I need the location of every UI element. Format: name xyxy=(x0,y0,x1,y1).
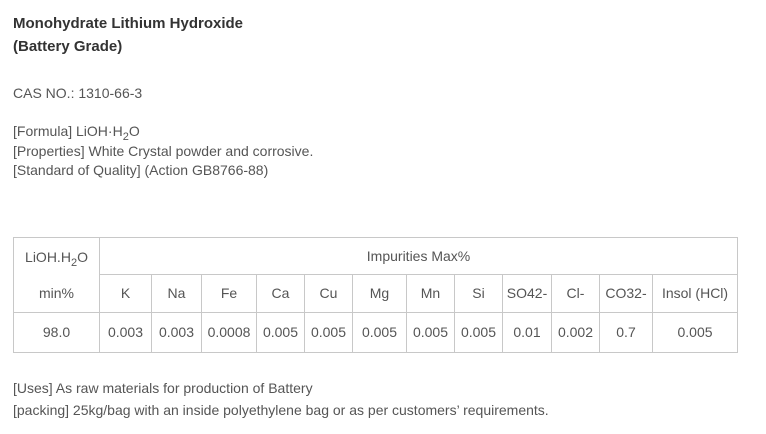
cell-mn: 0.005 xyxy=(406,311,455,353)
spec-table: LiOH.H2O min% Impurities Max% K Na Fe Ca… xyxy=(13,236,739,353)
formula-text-end: O xyxy=(128,123,140,139)
main-header-subscript: 2 xyxy=(70,256,78,269)
cell-fe: 0.0008 xyxy=(201,311,257,353)
formula-subscript: 2 xyxy=(122,130,129,143)
col-header-na: Na xyxy=(151,273,202,313)
uses-line: [Uses] As raw materials for production o… xyxy=(13,379,313,396)
packing-line: [packing] 25kg/bag with an inside polyet… xyxy=(13,402,549,418)
spec-lines: [Formula] LiOH·H2O [Properties] White Cr… xyxy=(13,122,752,181)
cell-k: 0.003 xyxy=(99,311,152,353)
table-header-main: LiOH.H2O min% xyxy=(13,236,100,313)
col-header-ca: Ca xyxy=(256,273,305,313)
table-header-row-1: LiOH.H2O min% Impurities Max% xyxy=(13,236,739,313)
col-header-insol: Insol (HCl) xyxy=(651,273,739,313)
standard-line: [Standard of Quality] (Action GB8766-88) xyxy=(13,162,269,178)
col-header-co3: CO32- xyxy=(599,273,653,313)
table-header-impurities: Impurities Max% xyxy=(98,236,739,275)
cell-so4: 0.01 xyxy=(502,311,552,353)
formula-line: [Formula] LiOH·H2O xyxy=(13,122,752,142)
formula-text: [Formula] LiOH·H xyxy=(13,123,123,139)
table-header-main-line1: LiOH.H2O xyxy=(15,239,99,275)
col-header-cu: Cu xyxy=(304,273,353,313)
cell-na: 0.003 xyxy=(151,311,202,353)
col-header-cl: Cl- xyxy=(551,273,600,313)
cell-insol: 0.005 xyxy=(651,311,739,353)
cell-main-value: 98.0 xyxy=(13,311,100,353)
col-header-fe: Fe xyxy=(201,273,257,313)
col-header-mg: Mg xyxy=(352,273,407,313)
cell-co3: 0.7 xyxy=(599,311,653,353)
table-header-main-line2: min% xyxy=(38,284,74,301)
page-title: Monohydrate Lithium Hydroxide (Battery G… xyxy=(13,12,752,58)
page-title-line1: Monohydrate Lithium Hydroxide xyxy=(13,15,244,32)
uses-packing-block: [Uses] As raw materials for production o… xyxy=(13,377,752,422)
col-header-si: Si xyxy=(454,273,503,313)
cas-number: CAS NO.: 1310-66-3 xyxy=(13,85,143,101)
table-header-row-2: K Na Fe Ca Cu Mg Mn Si SO42- Cl- CO32- I… xyxy=(14,273,739,313)
cell-ca: 0.005 xyxy=(256,311,305,353)
col-header-so4: SO42- xyxy=(502,273,552,313)
page-title-line2: (Battery Grade) xyxy=(13,38,123,55)
main-header-text: LiOH.H xyxy=(25,248,71,265)
properties-line: [Properties] White Crystal powder and co… xyxy=(13,142,314,159)
cell-cl: 0.002 xyxy=(551,311,600,353)
main-header-text-end: O xyxy=(77,248,88,265)
table-data-row: 98.0 0.003 0.003 0.0008 0.005 0.005 0.00… xyxy=(13,311,739,353)
cell-mg: 0.005 xyxy=(352,311,407,353)
cell-cu: 0.005 xyxy=(304,311,353,353)
cell-si: 0.005 xyxy=(454,311,503,353)
col-header-k: K xyxy=(99,273,152,313)
col-header-mn: Mn xyxy=(406,273,455,313)
